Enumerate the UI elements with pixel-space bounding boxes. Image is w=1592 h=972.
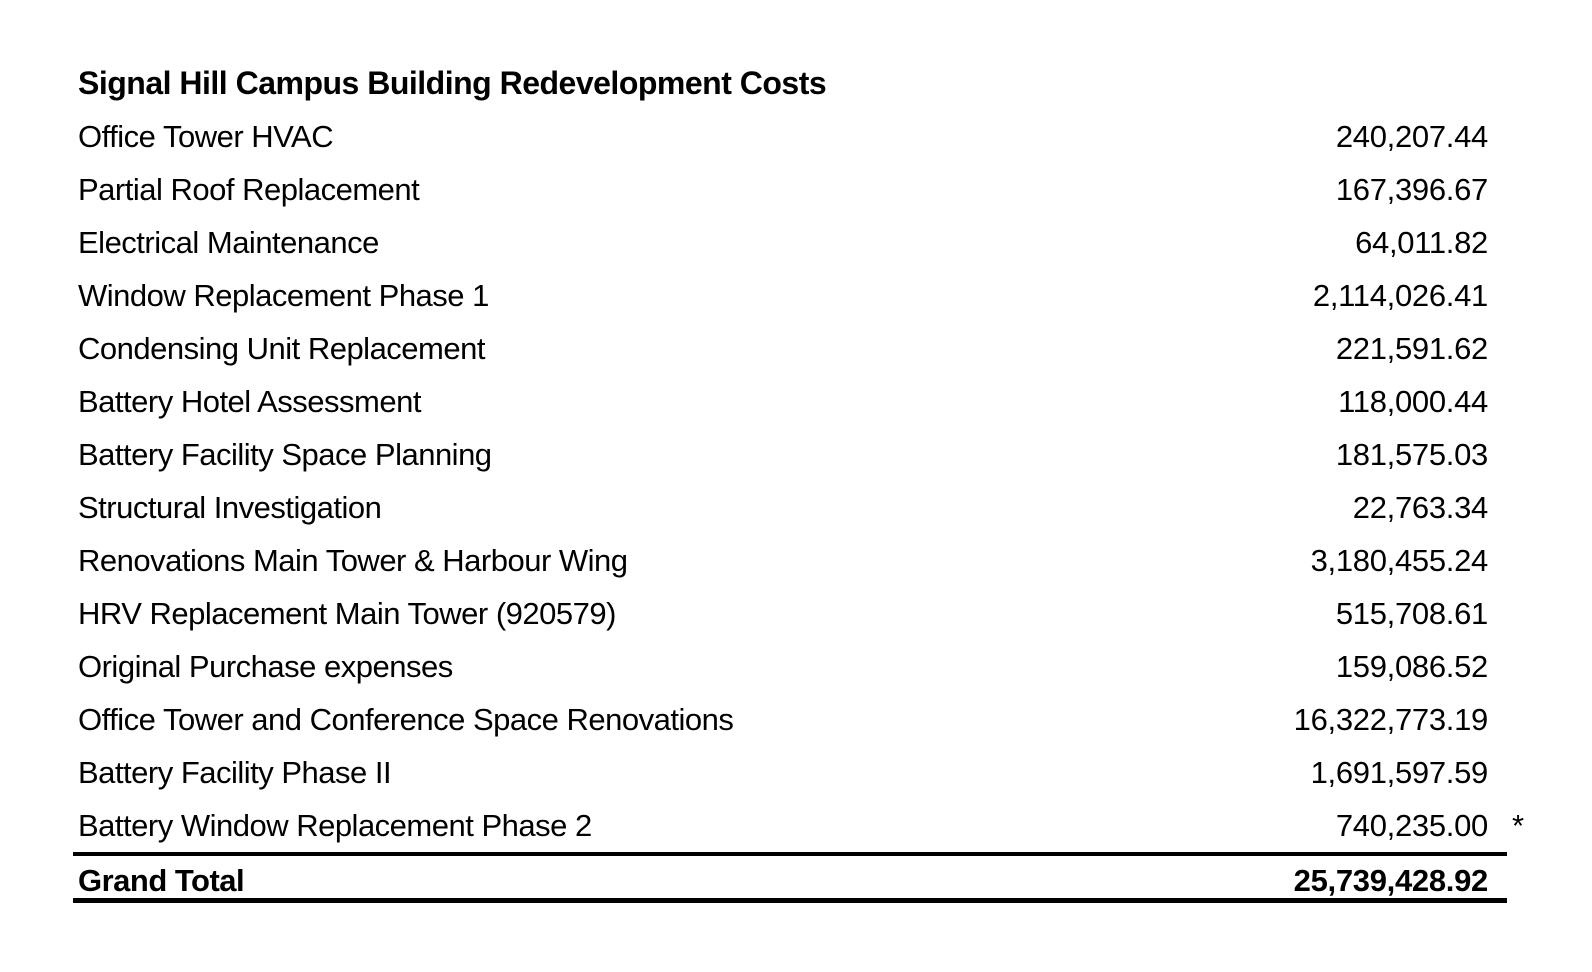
row-amount: 740,235.00 [1335, 808, 1488, 843]
table-row: Original Purchase expenses 159,086.52 [73, 640, 1507, 693]
row-amount: 1,691,597.59 [1310, 755, 1489, 790]
cost-table-rows: Office Tower HVAC 240,207.44 Partial Roo… [73, 110, 1524, 852]
table-row: Electrical Maintenance 64,011.82 [73, 216, 1507, 269]
table-row: Battery Facility Phase II 1,691,597.59 [73, 746, 1507, 799]
row-label: Structural Investigation [78, 490, 382, 525]
cost-table: Signal Hill Campus Building Redevelopmen… [73, 57, 1524, 903]
row-amount: 221,591.62 [1335, 331, 1488, 366]
table-row: Partial Roof Replacement 167,396.67 [73, 163, 1507, 216]
table-row: Window Replacement Phase 1 2,114,026.41 [73, 269, 1507, 322]
footnote-asterisk: * [1512, 808, 1525, 843]
table-row: Office Tower HVAC 240,207.44 [73, 110, 1507, 163]
row-amount: 16,322,773.19 [1293, 702, 1489, 737]
row-label: Renovations Main Tower & Harbour Wing [78, 543, 628, 578]
row-label: Partial Roof Replacement [78, 172, 420, 207]
row-label: Battery Hotel Assessment [78, 384, 421, 419]
row-label: HRV Replacement Main Tower (920579) [78, 596, 616, 631]
table-row: Office Tower and Conference Space Renova… [73, 693, 1507, 746]
row-amount: 181,575.03 [1335, 437, 1488, 472]
row-label: Condensing Unit Replacement [78, 331, 485, 366]
table-row: HRV Replacement Main Tower (920579) 515,… [73, 587, 1507, 640]
table-row: Battery Facility Space Planning 181,575.… [73, 428, 1507, 481]
table-row: Battery Window Replacement Phase 2 740,2… [73, 799, 1524, 852]
row-label: Office Tower and Conference Space Renova… [78, 702, 734, 737]
grand-total-amount: 25,739,428.92 [1293, 863, 1489, 898]
row-label: Battery Facility Space Planning [78, 437, 492, 472]
table-row: Battery Hotel Assessment 118,000.44 [73, 375, 1507, 428]
row-amount: 240,207.44 [1335, 119, 1488, 154]
row-label: Window Replacement Phase 1 [78, 278, 489, 313]
grand-total-label: Grand Total [78, 863, 245, 898]
table-row: Structural Investigation 22,763.34 [73, 481, 1507, 534]
row-amount: 22,763.34 [1352, 490, 1489, 525]
row-amount: 159,086.52 [1335, 649, 1488, 684]
row-label: Battery Facility Phase II [78, 755, 392, 790]
table-row: Renovations Main Tower & Harbour Wing 3,… [73, 534, 1507, 587]
row-amount: 118,000.44 [1338, 384, 1488, 419]
row-amount: 515,708.61 [1335, 596, 1488, 631]
document-title: Signal Hill Campus Building Redevelopmen… [78, 65, 827, 101]
row-amount: 64,011.82 [1355, 225, 1488, 260]
row-label: Electrical Maintenance [78, 225, 379, 260]
row-amount: 2,114,026.41 [1312, 278, 1488, 313]
row-label: Office Tower HVAC [78, 119, 334, 154]
row-label: Original Purchase expenses [78, 649, 453, 684]
table-row: Condensing Unit Replacement 221,591.62 [73, 322, 1507, 375]
row-amount: 167,396.67 [1335, 172, 1488, 207]
row-label: Battery Window Replacement Phase 2 [78, 808, 592, 843]
grand-total-row: Grand Total 25,739,428.92 [73, 852, 1507, 903]
row-amount: 3,180,455.24 [1310, 543, 1489, 578]
